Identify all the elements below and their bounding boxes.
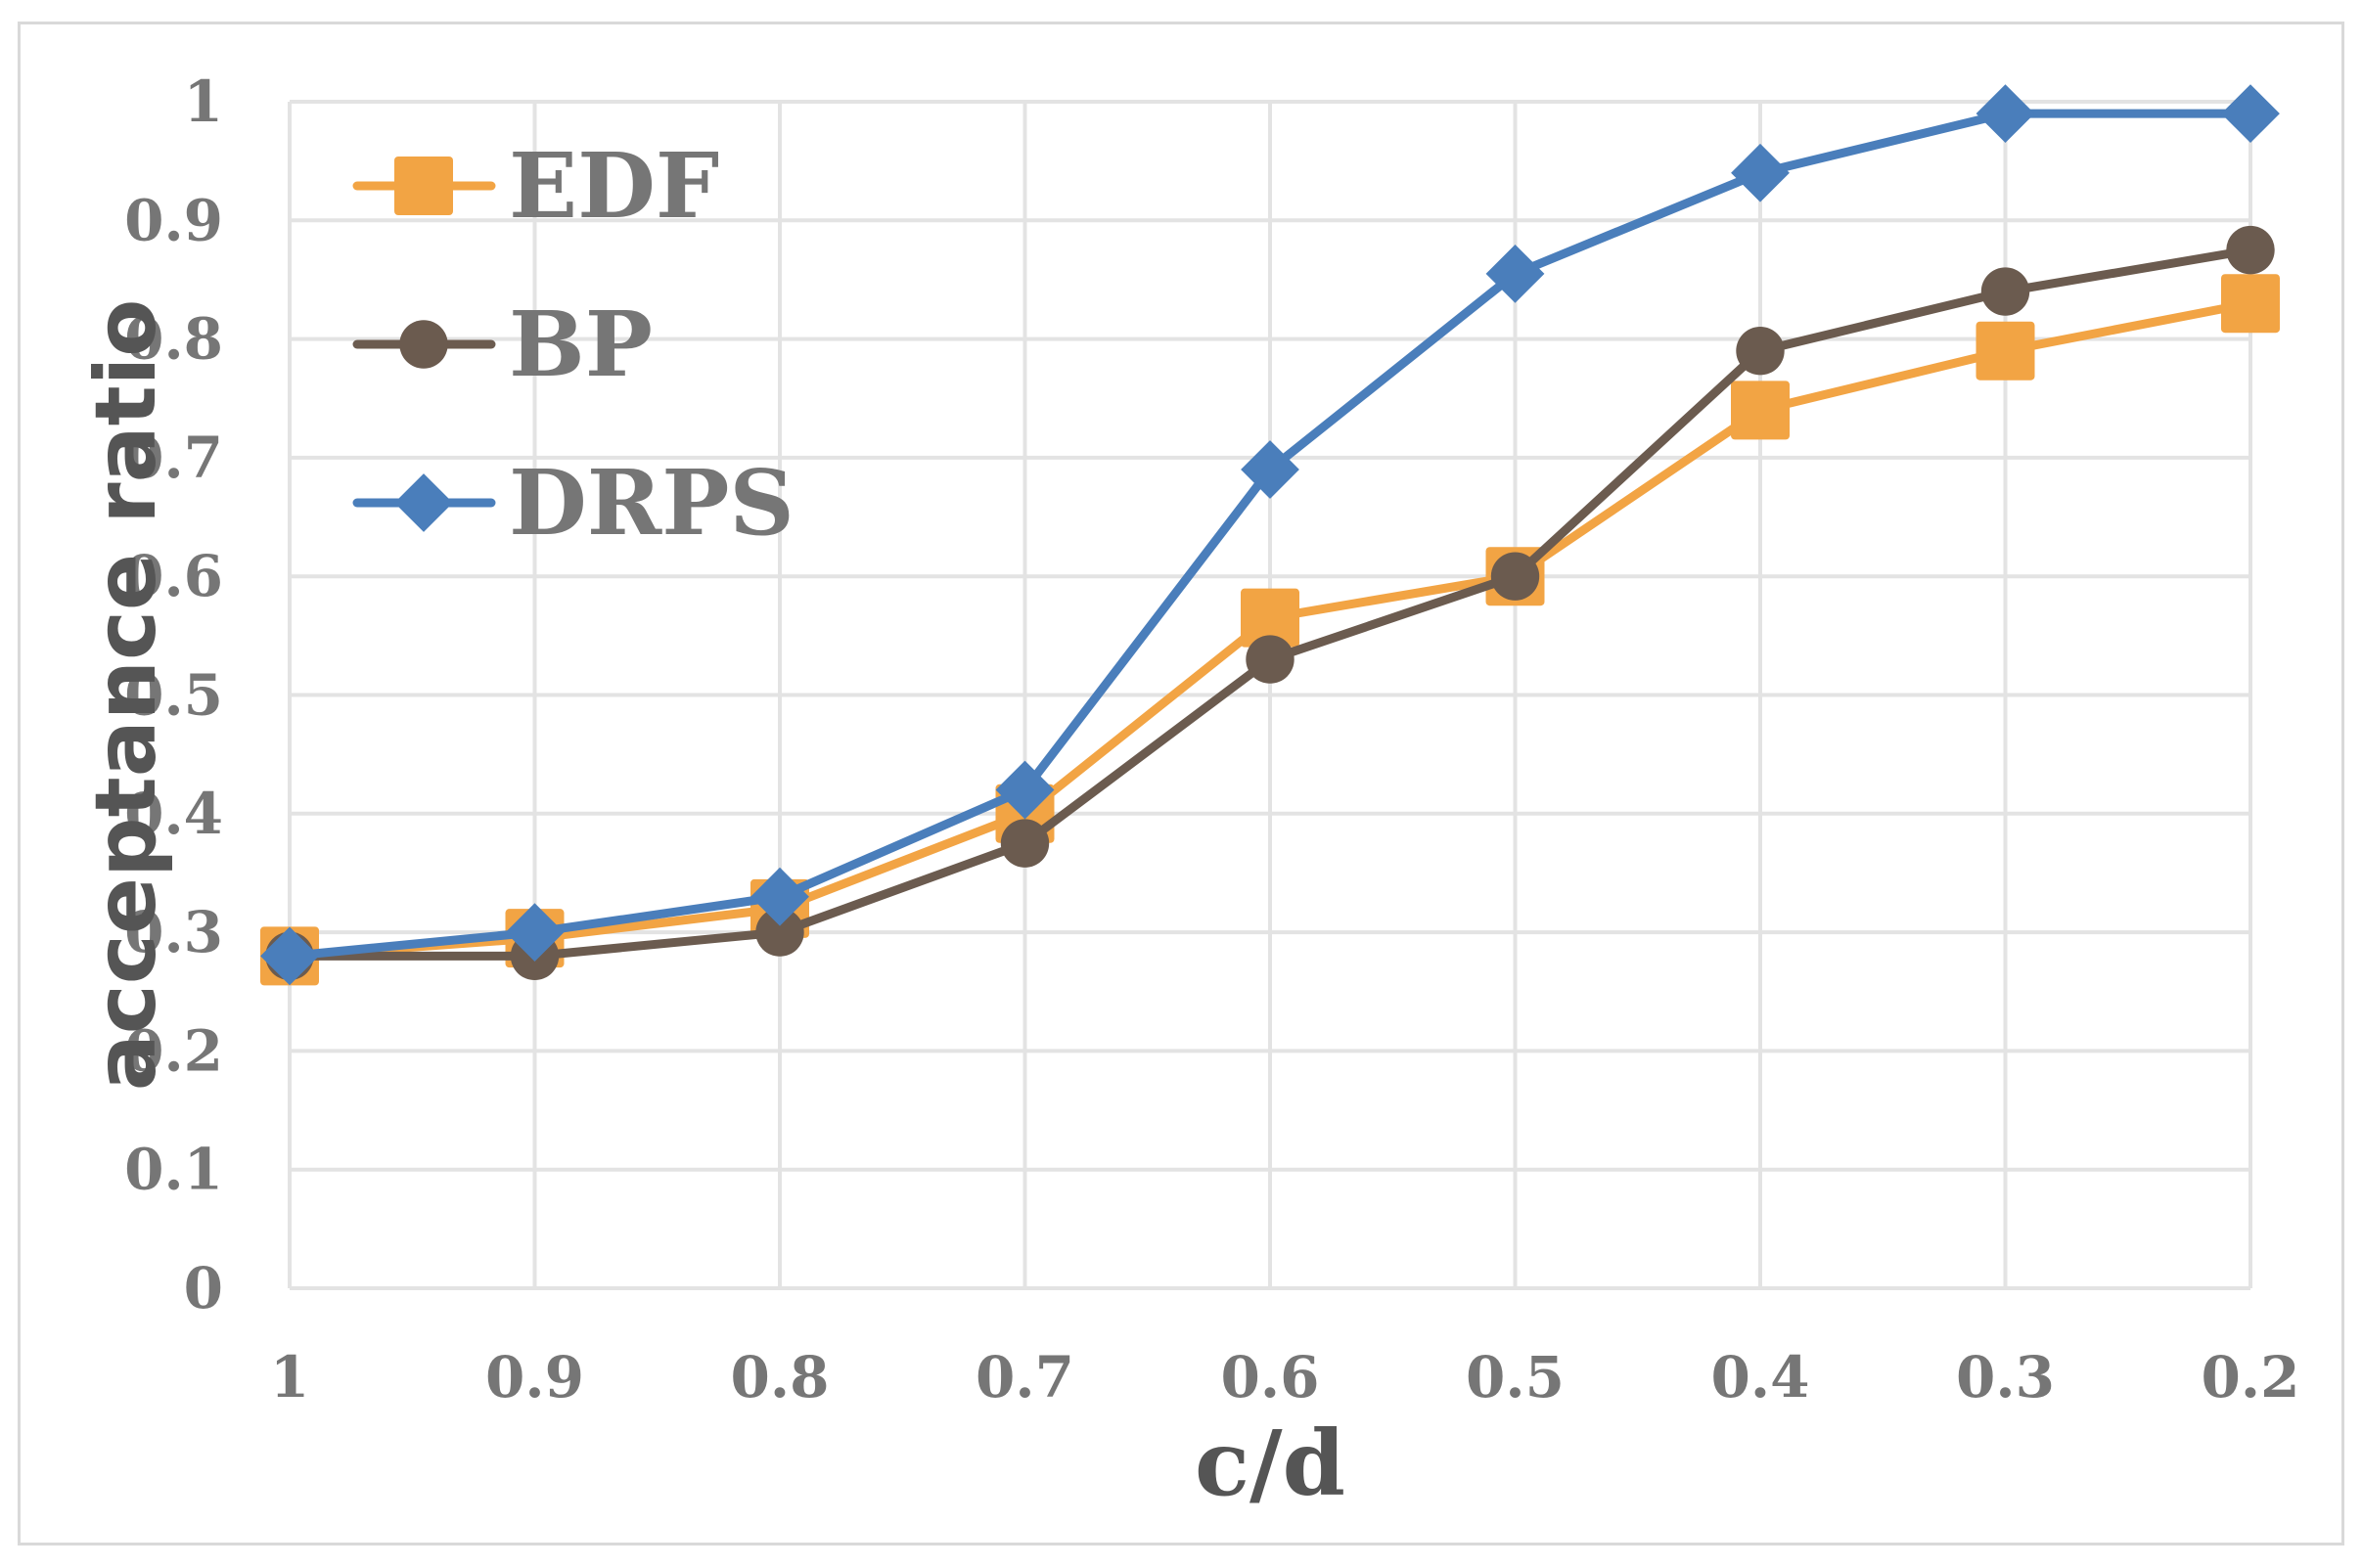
data-point-drps — [260, 926, 319, 986]
y-tick-label: 0 — [184, 1255, 223, 1322]
x-tick-label: 0.8 — [731, 1344, 830, 1411]
legend-label-bp: BP — [509, 291, 653, 397]
series-drps — [260, 84, 2280, 986]
data-point-bp — [1490, 552, 1540, 601]
data-point-bp — [1246, 635, 1295, 684]
data-point-edf — [1976, 321, 2035, 381]
y-axis-label: acceptance ratio — [77, 299, 175, 1092]
legend-marker-bp — [399, 320, 448, 369]
x-axis-label: c/d — [1195, 1411, 1345, 1516]
chart-frame — [18, 22, 2344, 1546]
data-point-bp — [755, 908, 804, 957]
legend-item-bp: BP — [352, 291, 653, 397]
data-point-drps — [1241, 440, 1299, 499]
x-tick-label: 1 — [270, 1344, 309, 1411]
y-tick-label: 0.6 — [124, 543, 223, 609]
y-tick-label: 0.2 — [124, 1017, 223, 1084]
legend-label-drps: DRPS — [509, 450, 795, 556]
y-tick-label: 0.4 — [124, 781, 223, 847]
series-layer — [260, 84, 2280, 986]
x-tick-label: 0.4 — [1711, 1344, 1810, 1411]
legend-label-edf: EDF — [509, 133, 719, 239]
data-point-drps — [505, 903, 565, 962]
data-point-bp — [1736, 327, 1785, 376]
y-axis-ticks: 0 0.1 0.2 0.3 0.4 0.5 0.6 0.7 0.8 0.9 1 — [124, 68, 223, 1322]
legend-item-edf: EDF — [352, 133, 719, 239]
data-point-edf — [2221, 274, 2280, 334]
data-point-drps — [1485, 244, 1545, 303]
data-point-drps — [995, 760, 1055, 820]
data-point-bp — [1980, 267, 2030, 316]
legend-marker-drps — [394, 473, 453, 532]
y-tick-label: 0.1 — [124, 1137, 223, 1203]
data-point-drps — [1731, 143, 1790, 202]
legend-item-drps: DRPS — [352, 450, 795, 556]
y-tick-label: 0.7 — [124, 425, 223, 491]
x-tick-label: 0.6 — [1221, 1344, 1320, 1411]
y-tick-label: 0.3 — [124, 899, 223, 965]
data-point-drps — [2221, 84, 2280, 144]
y-tick-label: 0.5 — [124, 662, 223, 729]
y-tick-label: 0.8 — [124, 306, 223, 373]
x-tick-label: 0.2 — [2202, 1344, 2300, 1411]
data-point-edf — [1731, 381, 1790, 440]
grid — [288, 100, 2252, 1290]
x-tick-label: 0.7 — [976, 1344, 1074, 1411]
legend-marker-edf — [394, 157, 453, 215]
data-point-bp — [2226, 225, 2275, 275]
data-point-edf — [1241, 588, 1299, 648]
x-tick-label: 0.3 — [1956, 1344, 2055, 1411]
data-point-drps — [1976, 84, 2035, 144]
data-point-bp — [1000, 819, 1050, 868]
legend: EDF BP DRPS — [352, 133, 795, 556]
y-tick-label: 0.9 — [124, 187, 223, 253]
y-tick-label: 1 — [184, 68, 223, 135]
x-axis-ticks: 1 0.9 0.8 0.7 0.6 0.5 0.4 0.3 0.2 — [270, 1344, 2300, 1411]
x-tick-label: 0.9 — [485, 1344, 584, 1411]
x-tick-label: 0.5 — [1466, 1344, 1565, 1411]
data-point-drps — [750, 867, 809, 926]
